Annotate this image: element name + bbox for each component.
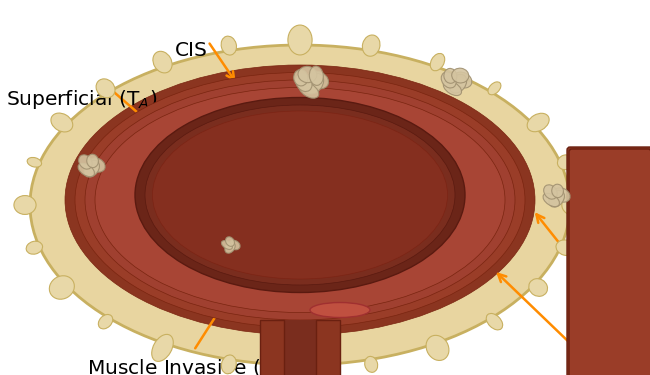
Ellipse shape [528, 279, 549, 297]
Ellipse shape [65, 65, 535, 335]
Ellipse shape [78, 164, 94, 177]
Ellipse shape [79, 155, 92, 169]
Ellipse shape [488, 82, 501, 95]
Text: CIS: CIS [176, 41, 208, 60]
Ellipse shape [222, 354, 236, 375]
Ellipse shape [30, 45, 570, 365]
Ellipse shape [153, 111, 447, 279]
FancyBboxPatch shape [260, 320, 284, 375]
Ellipse shape [444, 68, 457, 83]
FancyBboxPatch shape [272, 320, 328, 375]
Ellipse shape [226, 237, 235, 246]
Ellipse shape [308, 71, 328, 89]
Ellipse shape [51, 113, 73, 132]
Ellipse shape [488, 315, 502, 329]
Ellipse shape [26, 156, 43, 169]
Ellipse shape [428, 337, 447, 359]
Ellipse shape [296, 74, 312, 92]
Ellipse shape [152, 50, 173, 75]
Ellipse shape [25, 239, 44, 256]
Ellipse shape [95, 87, 505, 312]
Text: T$_3$: T$_3$ [572, 360, 598, 375]
Ellipse shape [294, 30, 306, 50]
Ellipse shape [88, 158, 105, 172]
Text: Lamina Propria
Invasion (T$_1$): Lamina Propria Invasion (T$_1$) [288, 240, 440, 285]
FancyBboxPatch shape [316, 320, 340, 375]
Ellipse shape [75, 72, 525, 327]
Ellipse shape [222, 241, 233, 249]
Ellipse shape [452, 68, 469, 83]
Ellipse shape [429, 52, 446, 72]
Ellipse shape [145, 105, 455, 285]
Ellipse shape [554, 188, 570, 202]
Ellipse shape [229, 240, 240, 250]
Text: Muscle Invasive (T$_2$): Muscle Invasive (T$_2$) [86, 358, 291, 375]
Ellipse shape [11, 193, 39, 217]
Ellipse shape [543, 185, 557, 199]
Ellipse shape [365, 38, 378, 53]
Text: T$_4$: T$_4$ [585, 285, 611, 311]
Ellipse shape [225, 242, 235, 253]
Ellipse shape [86, 154, 98, 168]
Ellipse shape [135, 98, 465, 292]
Ellipse shape [443, 81, 461, 96]
Ellipse shape [309, 66, 323, 86]
FancyBboxPatch shape [569, 149, 650, 375]
Ellipse shape [84, 160, 99, 177]
Ellipse shape [441, 72, 456, 88]
Ellipse shape [294, 69, 308, 86]
Ellipse shape [454, 72, 472, 88]
Ellipse shape [298, 66, 317, 82]
Text: Superficial (T$_A$): Superficial (T$_A$) [6, 88, 158, 111]
Ellipse shape [310, 303, 370, 318]
Ellipse shape [528, 115, 548, 130]
Ellipse shape [555, 155, 576, 170]
Ellipse shape [365, 357, 377, 372]
Ellipse shape [562, 196, 588, 214]
Ellipse shape [299, 82, 318, 98]
Ellipse shape [556, 240, 575, 255]
Ellipse shape [85, 80, 515, 320]
Ellipse shape [449, 74, 467, 93]
Ellipse shape [96, 78, 116, 99]
Ellipse shape [49, 277, 74, 298]
Ellipse shape [291, 360, 309, 375]
Ellipse shape [96, 313, 114, 331]
Ellipse shape [549, 190, 564, 207]
Ellipse shape [153, 337, 172, 359]
Ellipse shape [305, 74, 324, 94]
Ellipse shape [552, 184, 564, 198]
FancyBboxPatch shape [567, 147, 650, 375]
Ellipse shape [222, 36, 236, 56]
Ellipse shape [543, 194, 560, 207]
